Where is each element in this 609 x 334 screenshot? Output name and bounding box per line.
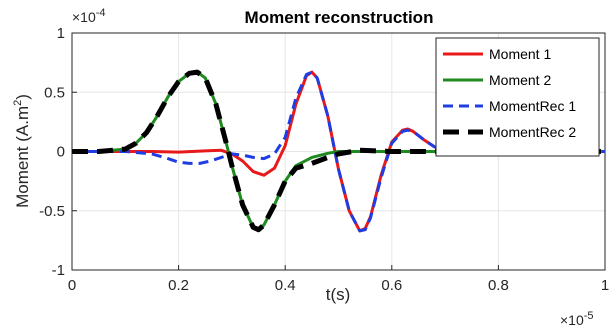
legend-label-1: Moment 2: [489, 72, 551, 88]
x-multiplier: ×10-5: [560, 310, 594, 328]
series-line-2: [72, 70, 605, 233]
y-multiplier: ×10-4: [72, 7, 106, 25]
x-tick-label: 0.4: [275, 277, 296, 294]
ticks: 0 0.2 0.4 0.6 0.8 1 -1 -0.5 0 0.5 1: [39, 25, 609, 294]
legend-label-3: MomentRec 2: [489, 124, 576, 140]
legend: Moment 1 Moment 2 MomentRec 1 MomentRec 2: [435, 37, 600, 157]
y-axis-label-end: ): [13, 94, 32, 100]
x-multiplier-base: ×10: [560, 312, 584, 328]
y-multiplier-exp: -4: [96, 7, 106, 19]
x-tick-label: 0.2: [168, 277, 189, 294]
x-multiplier-exp: -5: [584, 310, 594, 322]
y-tick-label: -1: [52, 262, 65, 279]
y-tick-label: 1: [57, 25, 65, 42]
x-tick-label: 0.6: [381, 277, 402, 294]
x-tick-label: 1: [601, 277, 609, 294]
series-layer: [72, 69, 605, 233]
y-tick-label: 0: [57, 144, 65, 161]
x-axis-label: t(s): [326, 285, 351, 304]
x-tick-label: 0.8: [488, 277, 509, 294]
y-axis-label: Moment (A.m2): [12, 94, 32, 208]
legend-label-2: MomentRec 1: [489, 98, 576, 114]
chart-title: Moment reconstruction: [245, 8, 434, 27]
y-axis-label-sup: 2: [12, 100, 24, 106]
legend-label-0: Moment 1: [489, 46, 551, 62]
series-line-3: [72, 69, 605, 233]
x-tick-label: 0: [68, 277, 76, 294]
y-tick-label: -0.5: [39, 203, 65, 220]
legend-items: Moment 1 Moment 2 MomentRec 1 MomentRec 2: [443, 46, 576, 140]
y-tick-label: 0.5: [44, 84, 65, 101]
y-axis-label-base: Moment (A.m: [13, 106, 32, 208]
y-multiplier-base: ×10: [72, 9, 96, 25]
legend-box: [435, 37, 600, 157]
